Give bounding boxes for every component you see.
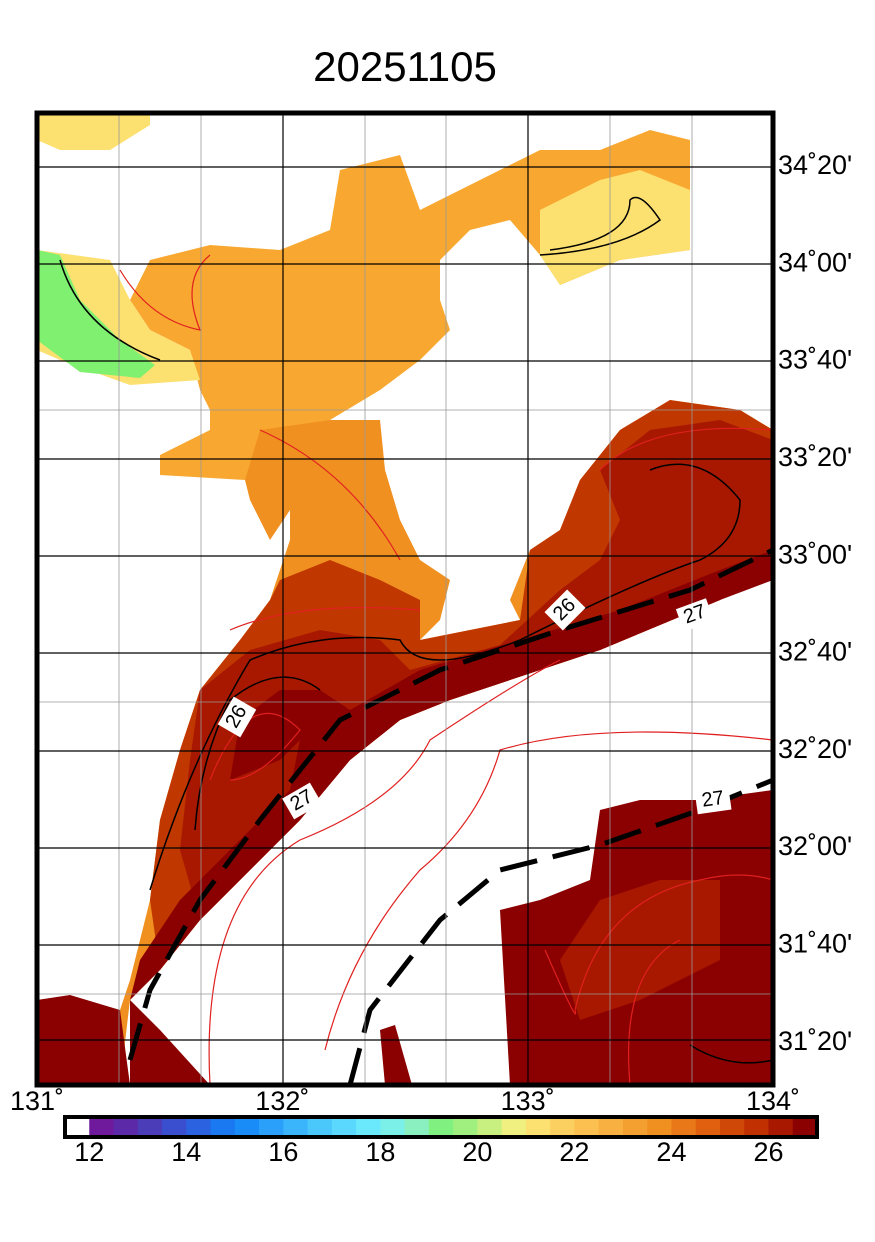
lon-labels: 131˚ 132˚ 133˚ 134˚ [10, 1086, 800, 1116]
contour-label: 27 [694, 785, 732, 815]
colorbar-cell [89, 1117, 115, 1137]
lon-label: 134˚ [746, 1086, 800, 1116]
lat-label: 32˚00' [778, 831, 852, 861]
contour-line [149, 463, 774, 1064]
contour-line [208, 659, 774, 1086]
colorbar-cell [695, 1117, 721, 1137]
contour-line [209, 427, 774, 781]
colorbar-cell [356, 1117, 381, 1137]
colorbar-cell [186, 1117, 212, 1137]
colorbar-cell [525, 1117, 551, 1137]
contours [59, 196, 775, 1086]
map-frame [34, 110, 776, 1088]
colorbar-cell [574, 1117, 600, 1137]
colorbar-cell [598, 1117, 624, 1137]
colorbar-cell [331, 1117, 357, 1137]
colorbar-cell [380, 1117, 406, 1137]
lon-label: 132˚ [255, 1086, 309, 1116]
colorbar-label: 26 [753, 1137, 783, 1167]
lon-label: 133˚ [501, 1086, 555, 1116]
contour-label-text: 27 [700, 787, 725, 812]
lat-label: 33˚20' [778, 442, 852, 472]
colorbar-cell [671, 1117, 697, 1137]
colorbar-cell [283, 1117, 309, 1137]
colorbar-cell [162, 1117, 187, 1137]
colorbar-frame [63, 1115, 819, 1139]
sea-region [380, 1025, 412, 1085]
lat-label: 31˚20' [778, 1026, 852, 1056]
colorbar-cell [550, 1117, 575, 1137]
sea-region [37, 113, 150, 150]
colorbar-cell [210, 1117, 236, 1137]
front-line [127, 547, 775, 1061]
graticule [37, 113, 773, 1085]
sea-region [560, 880, 720, 1020]
lat-label: 31˚40' [778, 929, 852, 959]
colorbar-cell [428, 1117, 454, 1137]
colorbar-cell [307, 1117, 333, 1137]
colorbar: 12 14 16 18 20 22 24 26 [63, 1115, 819, 1167]
lat-label: 33˚40' [778, 345, 852, 375]
colorbar-cell [259, 1117, 284, 1137]
lat-label: 32˚40' [778, 637, 852, 667]
contour-line [59, 196, 662, 361]
contour-line [119, 254, 211, 331]
colorbar-cell [744, 1117, 769, 1137]
sea-region [130, 550, 773, 1000]
front-line [347, 777, 774, 1086]
colorbar-cell [477, 1117, 503, 1137]
colorbar-label: 16 [268, 1137, 298, 1167]
sea-region [540, 170, 690, 285]
colorbar-cell [622, 1117, 648, 1137]
colorbar-cell [719, 1117, 745, 1137]
lat-label: 33˚00' [778, 539, 852, 569]
colorbar-cell [501, 1117, 527, 1137]
sea-region [130, 1000, 210, 1085]
lat-label: 32˚20' [778, 734, 852, 764]
colorbar-cell [453, 1117, 478, 1137]
colorbar-cell [234, 1117, 260, 1137]
colorbar-cell [65, 1117, 90, 1137]
colorbar-label: 18 [365, 1137, 395, 1167]
lat-label: 34˚00' [778, 247, 852, 277]
colorbar-label: 24 [656, 1137, 686, 1167]
colorbar-cell [792, 1117, 818, 1137]
colorbar-cell [647, 1117, 672, 1137]
lat-label: 34˚20' [778, 150, 852, 180]
map-area: 26 27 26 27 27 [34, 110, 776, 1088]
colorbar-cell [404, 1117, 430, 1137]
sea-region [37, 250, 155, 378]
colorbar-cell [768, 1117, 794, 1137]
colorbar-label: 12 [74, 1137, 104, 1167]
colorbar-cell [137, 1117, 163, 1137]
lat-labels: 34˚20' 34˚00' 33˚40' 33˚20' 33˚00' 32˚40' 32˚2… [778, 150, 852, 1056]
map-title: 20251105 [313, 43, 497, 90]
colorbar-label: 14 [171, 1137, 201, 1167]
colorbar-label: 20 [462, 1137, 492, 1167]
lon-label: 131˚ [10, 1086, 64, 1116]
colorbar-cell [113, 1117, 139, 1137]
colorbar-label: 22 [559, 1137, 589, 1167]
